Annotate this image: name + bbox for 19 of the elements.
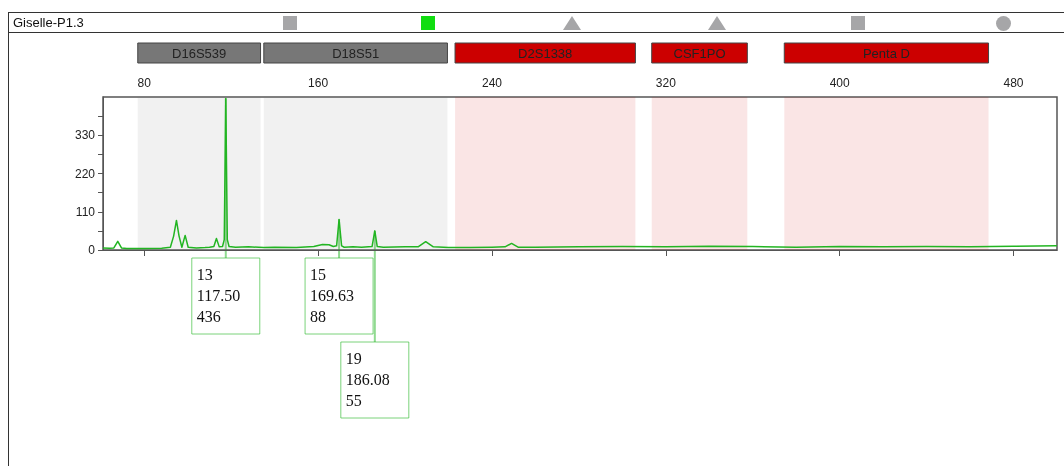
annotation: 13 117.50 436 <box>196 266 241 325</box>
band-label: Penta D <box>862 45 910 61</box>
band-label: D16S539 <box>172 45 227 61</box>
y-tick-label: 220 <box>74 166 96 181</box>
annotation: 19 186.08 55 <box>345 350 390 409</box>
x-tick-label: 80 <box>137 76 152 90</box>
y-tick-label: 110 <box>75 204 96 219</box>
x-tick-label: 320 <box>655 76 677 90</box>
x-tick-label: 240 <box>481 76 503 90</box>
annotation: 15 169.63 88 <box>310 266 355 325</box>
x-tick-label: 400 <box>829 76 851 90</box>
band-label: D18S51 <box>332 45 380 61</box>
chart-title: Giselle-P1.3 <box>13 15 84 30</box>
x-tick-label: 480 <box>1003 76 1024 90</box>
x-tick-label: 160 <box>308 76 329 90</box>
y-tick-label: 330 <box>74 128 96 143</box>
band-label: CSF1PO <box>673 45 726 61</box>
y-tick-label: 0 <box>88 243 96 257</box>
band-label: D2S1338 <box>518 45 573 61</box>
